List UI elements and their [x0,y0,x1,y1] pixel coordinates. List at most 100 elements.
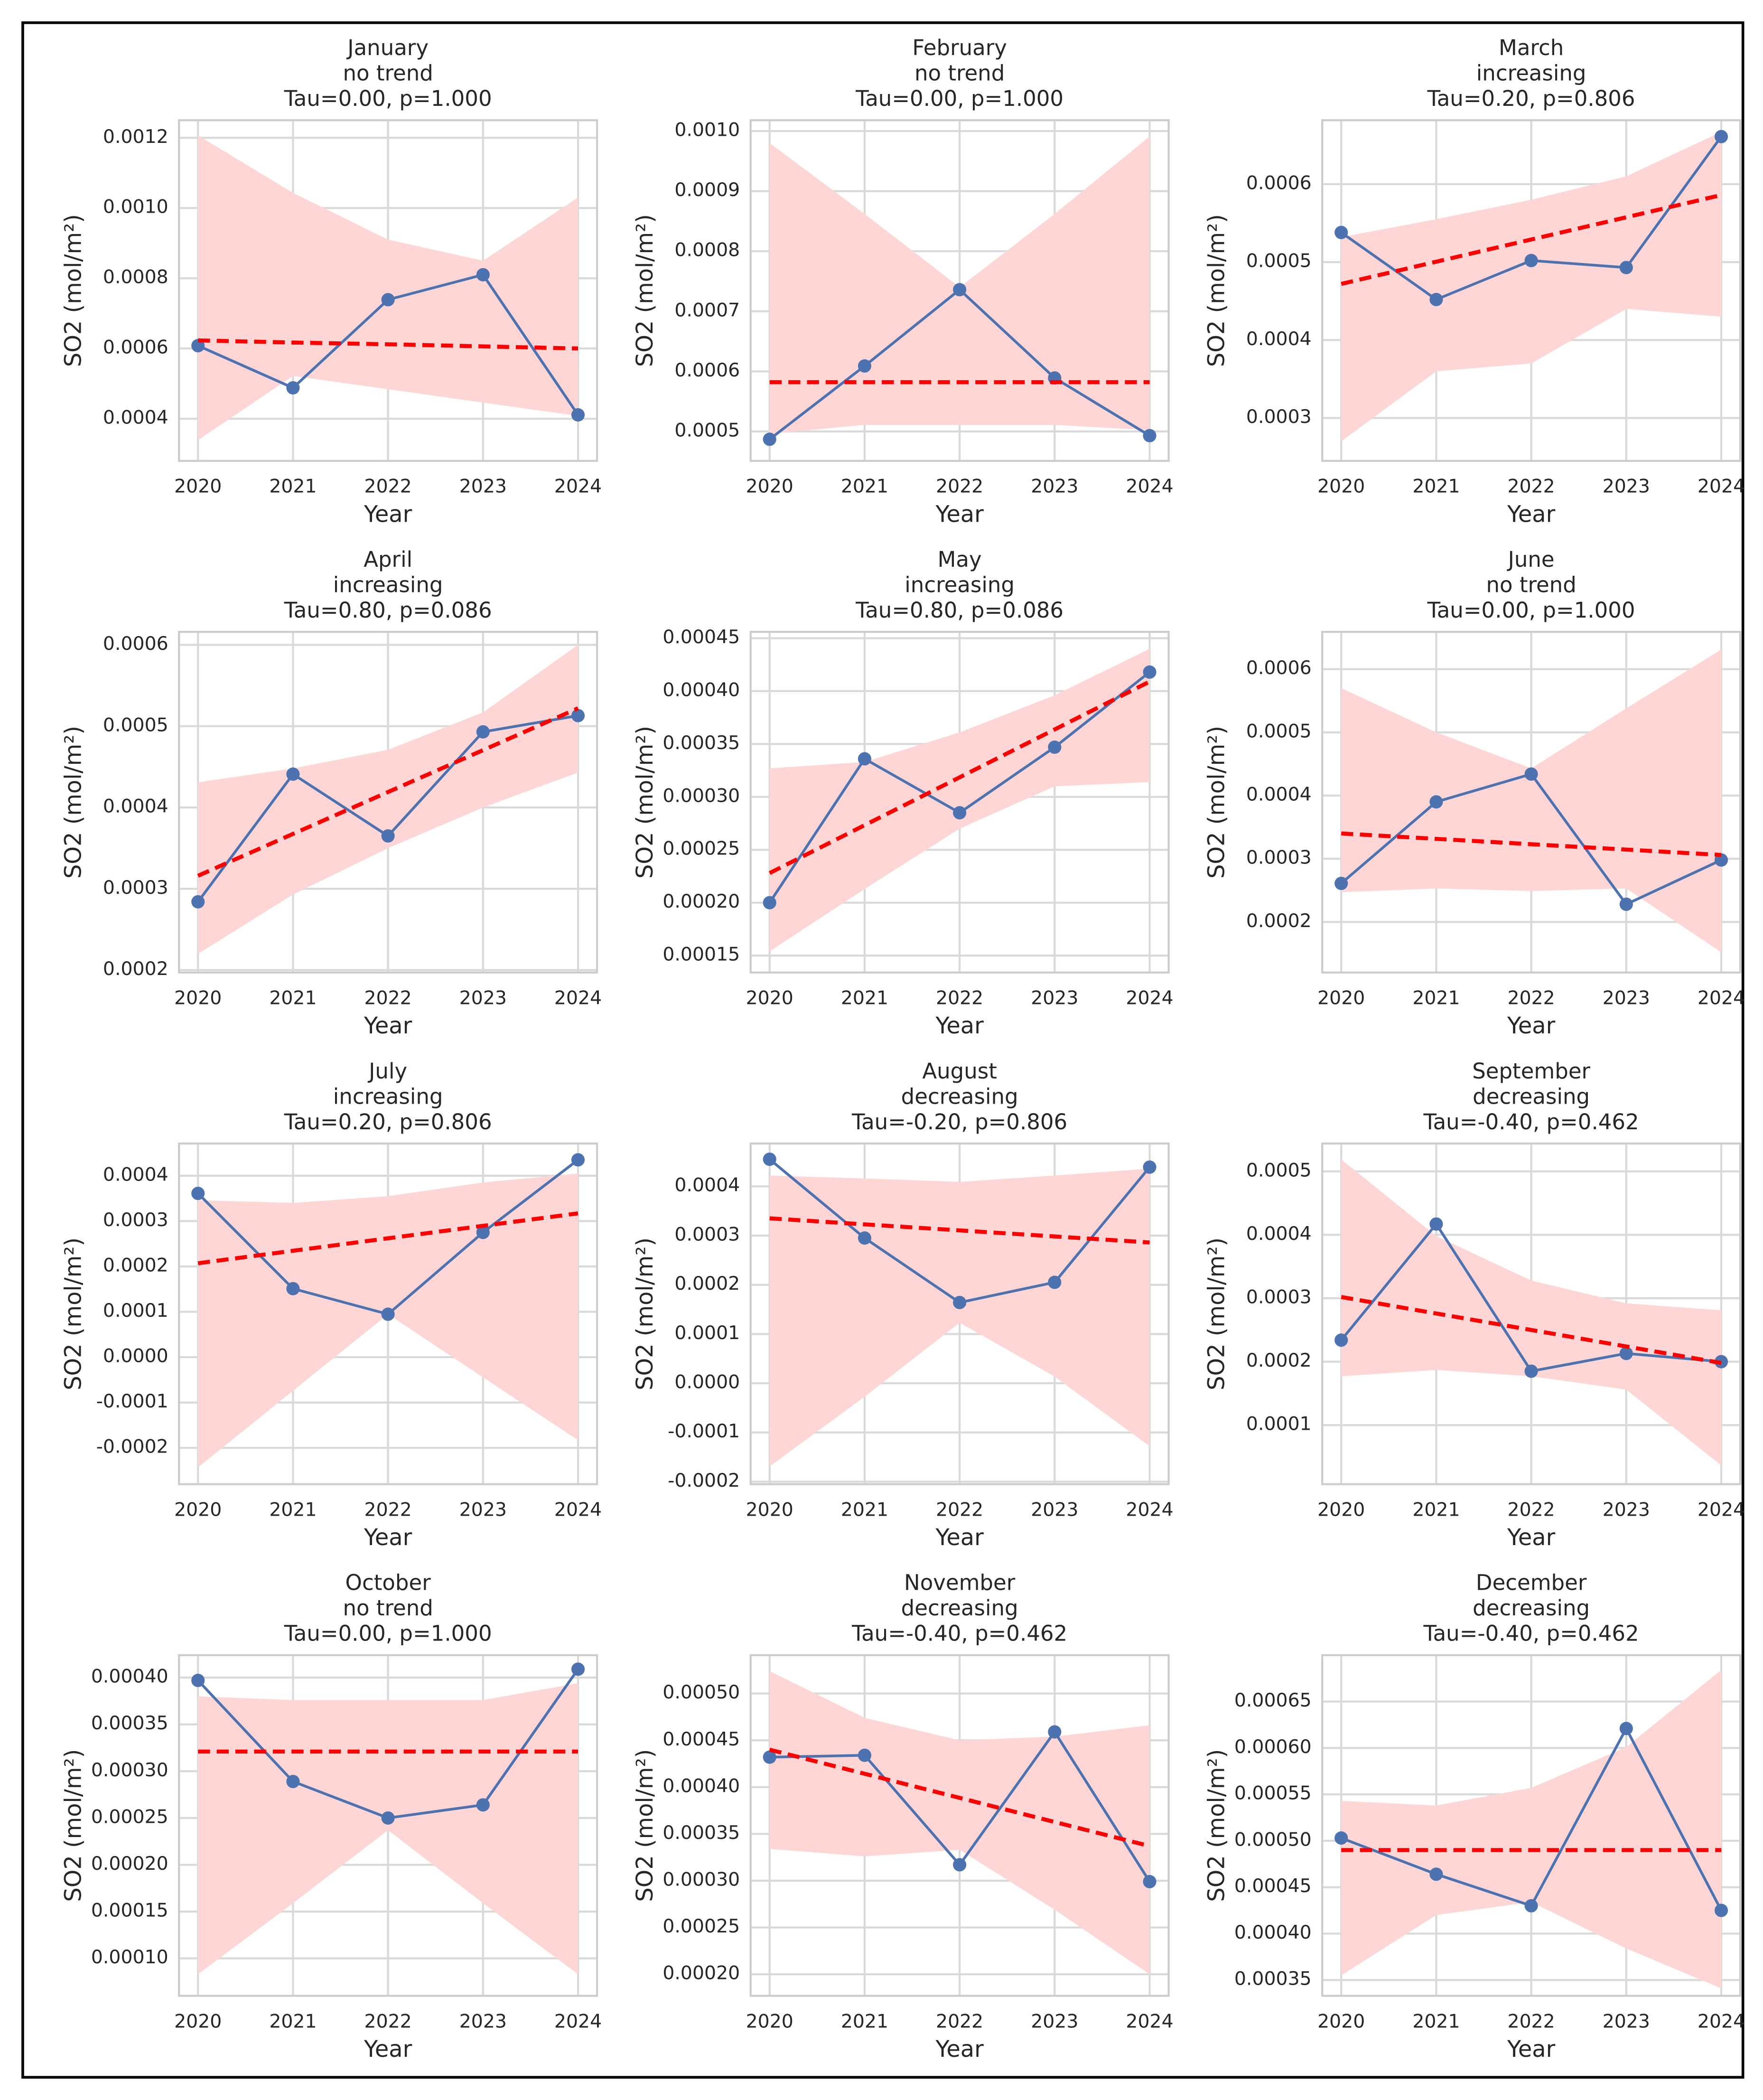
data-point [191,1674,205,1688]
chart-title: March [1499,35,1564,60]
x-tick-label: 2021 [1412,1499,1460,1520]
data-point [381,1811,395,1825]
data-point [1524,1899,1538,1912]
plot-border [178,631,598,974]
y-tick-label: -0.0002 [668,1470,740,1491]
data-point [1714,1903,1728,1917]
y-tick-label: 0.0003 [103,877,168,899]
x-axis-label: Year [364,2036,412,2062]
chart-title: May [938,547,982,572]
data-point [1429,1867,1443,1881]
data-point [191,1187,205,1200]
x-tick-label: 2020 [1317,2010,1365,2032]
y-tick-label: -0.0001 [96,1390,168,1412]
data-point [1619,1347,1633,1360]
x-tick-label: 2024 [1698,1499,1745,1520]
chart-subtitle: no trend [914,61,1005,86]
plot-border [1321,119,1742,462]
plot-content [1334,1159,1728,1466]
data-point [1143,1160,1157,1174]
data-point [858,359,872,373]
chart-annotation: Tau=-0.40, p=0.462 [851,1621,1067,1646]
plot-border [749,631,1170,974]
y-tick-label: 0.0010 [103,196,168,218]
y-tick-label: 0.00065 [1234,1689,1312,1711]
confidence-band [769,648,1150,952]
y-axis-label: SO2 (mol/m²) [632,1238,658,1390]
subplot: 2020 2021 2022 2023 2024 -0.0002 -0.0001 0.0000… [61,1059,602,1551]
y-tick-label: 0.0003 [1246,1286,1312,1308]
confidence-band [1341,649,1722,953]
data-point [1143,665,1157,679]
y-tick-label: 0.00020 [91,1853,168,1875]
data-point [1143,1875,1157,1889]
x-tick-label: 2020 [746,987,793,1009]
chart-annotation: Tau=-0.40, p=0.462 [1423,1621,1639,1646]
chart-subtitle: decreasing [1473,1084,1590,1109]
plot-border [1321,631,1742,974]
y-tick-label: 0.00040 [662,1775,740,1797]
trend-line [197,1211,578,1266]
y-tick-label: 0.0000 [103,1345,168,1367]
chart-annotation: Tau=0.00, p=1.000 [855,86,1063,111]
x-tick-label: 2024 [1126,2010,1173,2032]
data-point [1524,1364,1538,1378]
x-tick-label: 2021 [1412,476,1460,497]
y-tick-label: 0.0010 [674,119,740,141]
data-point [858,1748,872,1762]
y-tick-label: 0.0005 [1246,720,1312,742]
data-point [1619,261,1633,274]
y-tick-label: 0.00035 [91,1712,168,1734]
x-tick-label: 2024 [554,1499,602,1520]
data-point [476,268,490,281]
data-point [286,1282,300,1295]
x-tick-label: 2021 [1412,2010,1460,2032]
data-point [286,381,300,395]
y-axis-label: SO2 (mol/m²) [632,1749,658,1902]
y-tick-label: 0.0004 [103,796,168,817]
x-axis-label: Year [364,1013,412,1039]
y-tick-label: 0.00015 [91,1900,168,1922]
y-tick-label: 0.0009 [674,179,740,201]
y-tick-label: 0.0012 [103,126,168,148]
y-axis-label: SO2 (mol/m²) [61,214,87,367]
data-point [286,1774,300,1789]
x-tick-label: 2021 [841,1499,888,1520]
x-tick-label: 2022 [936,476,983,497]
plot-border [178,1654,598,1997]
x-tick-label: 2023 [459,2010,507,2032]
data-point [1714,130,1728,143]
y-tick-label: 0.0003 [1246,847,1312,869]
y-tick-label: 0.0002 [674,1273,740,1294]
x-tick-label: 2024 [554,476,602,497]
chart-subtitle: no trend [343,61,433,86]
x-tick-label: 2020 [174,987,222,1009]
chart-annotation: Tau=0.00, p=1.000 [284,86,492,111]
x-axis-label: Year [935,1525,984,1551]
plot-content [763,648,1157,952]
data-point [763,1153,776,1166]
y-axis-label: SO2 (mol/m²) [61,726,87,879]
y-tick-label: 0.0003 [103,1209,168,1231]
subplot: 2020 2021 2022 2023 2024 0.0005 0.0006 0.0007 0.… [632,35,1173,527]
x-tick-label: 2021 [841,476,888,497]
x-axis-label: Year [1507,1525,1556,1551]
y-tick-label: 0.0004 [1246,328,1312,350]
x-tick-label: 2021 [841,2010,888,2032]
chart-title: April [364,547,412,572]
x-tick-label: 2022 [364,1499,412,1520]
data-point [1619,897,1633,911]
x-tick-label: 2020 [746,476,793,497]
plot-content [191,135,585,441]
plot-content [191,1153,585,1468]
chart-annotation: Tau=0.20, p=0.806 [1427,86,1635,111]
chart-annotation: Tau=-0.20, p=0.806 [851,1109,1067,1134]
data-point [571,709,585,722]
chart-title: November [904,1570,1016,1595]
plot-border [749,119,1170,462]
x-tick-label: 2021 [841,987,888,1009]
data-point [953,1295,967,1310]
x-tick-label: 2024 [1126,987,1173,1009]
